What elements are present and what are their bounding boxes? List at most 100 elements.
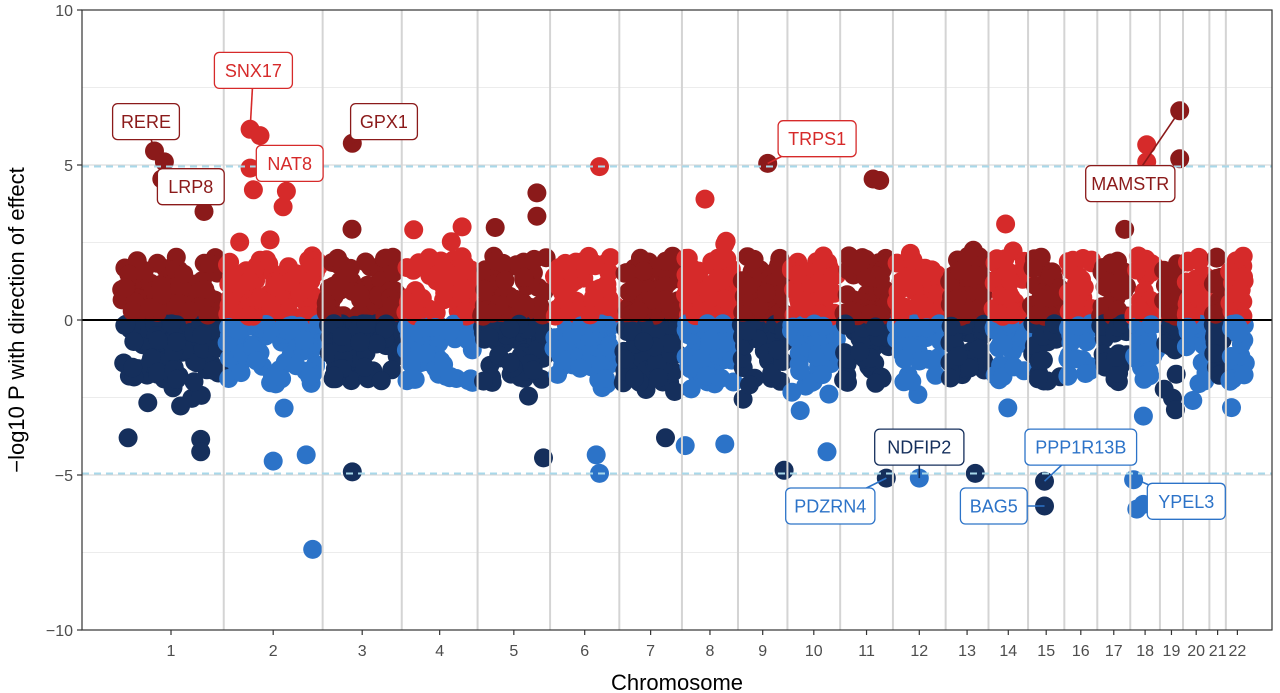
x-tick-label: 14 [999, 643, 1017, 660]
gene-label-ypel3: YPEL3 [1136, 478, 1226, 520]
snp-point [583, 287, 603, 307]
y-tick-label: 0 [64, 313, 73, 330]
snp-point [1031, 288, 1051, 308]
snp-point [1227, 284, 1247, 304]
gene-label-rere: RERE [111, 102, 181, 152]
x-tick-label: 6 [580, 643, 589, 660]
significant-snp-point [774, 460, 794, 480]
snp-point [123, 358, 143, 378]
snp-point [629, 301, 649, 321]
snp-point [895, 297, 915, 317]
snp-point [1189, 251, 1209, 271]
x-tick-label: 16 [1072, 643, 1090, 660]
snp-point [866, 373, 886, 393]
snp-point [812, 365, 832, 385]
snp-point [475, 280, 495, 299]
gene-label-snx17: SNX17 [213, 51, 294, 130]
snp-point [1109, 363, 1129, 383]
snp-point [412, 254, 432, 274]
snp-point [514, 267, 534, 287]
snp-point [909, 351, 929, 371]
snp-point [482, 303, 502, 323]
snp-point [425, 318, 445, 337]
y-tick-label: 5 [64, 158, 73, 175]
snp-point [342, 219, 362, 239]
snp-point [660, 334, 680, 353]
significant-snp-point [243, 180, 263, 200]
significant-snp-point [303, 539, 323, 559]
snp-point [441, 232, 461, 252]
snp-point [894, 349, 914, 369]
x-tick-label: 20 [1187, 643, 1205, 660]
snp-point [457, 260, 477, 280]
snp-point [1136, 365, 1156, 385]
significant-snp-point [656, 428, 675, 448]
significant-snp-point [1133, 406, 1153, 426]
snp-point [228, 320, 248, 340]
gene-label-text: TRPS1 [788, 129, 846, 149]
x-tick-label: 3 [358, 643, 367, 660]
snp-point [993, 306, 1013, 326]
snp-point [834, 370, 854, 390]
snp-point [649, 368, 669, 388]
gene-label-ppp1r13b: PPP1R13B [1024, 428, 1138, 482]
gene-label-box [213, 51, 294, 90]
gene-label-box [255, 144, 324, 183]
snp-point [324, 366, 344, 386]
snp-point [966, 265, 986, 285]
snp-point [1228, 324, 1248, 344]
snp-point [261, 295, 281, 315]
snp-point [140, 298, 159, 318]
snp-point [991, 285, 1011, 305]
snp-point [479, 327, 499, 347]
x-tick-label: 7 [646, 643, 655, 660]
snp-point [993, 334, 1013, 354]
snp-point [1222, 398, 1241, 418]
snp-point [681, 379, 701, 399]
x-tick-label: 10 [805, 643, 823, 660]
snp-point [1058, 366, 1078, 386]
snp-point [534, 282, 554, 302]
snp-point [696, 366, 716, 386]
gene-label-box [785, 487, 876, 525]
snp-point [200, 254, 220, 274]
snp-point [570, 358, 590, 378]
significant-snp-point [191, 442, 211, 462]
snp-point [762, 363, 782, 383]
snp-point [124, 332, 144, 351]
snp-point [231, 363, 251, 383]
snp-point [665, 382, 685, 401]
significant-snp-point [118, 428, 138, 448]
snp-point [279, 316, 299, 336]
significant-snp-point [250, 126, 270, 146]
snp-point [702, 274, 722, 294]
snp-point [1135, 343, 1155, 363]
significant-snp-point [534, 448, 553, 468]
snp-point [1155, 275, 1175, 295]
snp-point [835, 314, 855, 334]
snp-point [198, 305, 218, 325]
snp-point [1076, 364, 1095, 383]
x-tick-label: 15 [1037, 643, 1055, 660]
gene-label-box [111, 102, 181, 141]
snp-point [452, 217, 472, 237]
snp-point [737, 321, 757, 341]
snp-point [474, 371, 493, 391]
snp-point [1110, 281, 1130, 300]
snp-point [634, 332, 654, 352]
snp-point [192, 325, 212, 345]
snp-point [115, 278, 135, 298]
significant-snp-point [342, 462, 362, 482]
snp-point [1028, 369, 1048, 389]
snp-point [246, 351, 266, 371]
significant-snp-point [863, 169, 883, 189]
gene-label-text: GPX1 [360, 112, 408, 132]
x-tick-label: 9 [758, 643, 767, 660]
gene-label-text: BAG5 [970, 497, 1018, 517]
snp-point [1069, 316, 1088, 336]
snp-point [950, 261, 970, 281]
gene-label-text: SNX17 [225, 61, 282, 81]
snp-point [195, 280, 215, 299]
